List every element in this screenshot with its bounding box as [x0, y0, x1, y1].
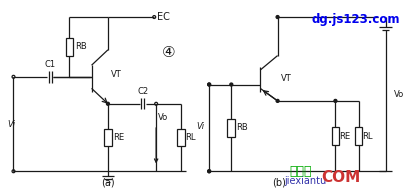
Text: ④: ④: [162, 45, 176, 60]
Text: (b): (b): [273, 178, 286, 188]
Text: Vi: Vi: [196, 122, 204, 131]
Bar: [227, 119, 235, 137]
Text: RB: RB: [236, 123, 248, 132]
Text: EC: EC: [157, 12, 170, 22]
Bar: [177, 129, 185, 146]
Bar: [355, 127, 362, 145]
Text: Vo: Vo: [394, 90, 404, 99]
Text: RL: RL: [185, 133, 196, 142]
Text: RE: RE: [113, 133, 124, 142]
Bar: [332, 127, 339, 145]
Text: C1: C1: [45, 60, 56, 69]
Text: (a): (a): [101, 178, 115, 188]
Text: 接线图: 接线图: [289, 165, 311, 178]
Circle shape: [106, 102, 109, 105]
Bar: [65, 38, 73, 56]
Circle shape: [208, 170, 211, 173]
Bar: [104, 129, 112, 146]
Circle shape: [334, 99, 337, 102]
Circle shape: [230, 83, 233, 86]
Circle shape: [208, 83, 211, 86]
Text: VT: VT: [281, 74, 291, 83]
Text: VT: VT: [111, 70, 122, 79]
Text: C2: C2: [137, 87, 148, 96]
Text: RE: RE: [339, 132, 350, 141]
Text: dg.js123.com: dg.js123.com: [311, 13, 400, 26]
Text: jiexiantu: jiexiantu: [284, 176, 327, 186]
Text: RL: RL: [362, 132, 373, 141]
Circle shape: [276, 99, 279, 102]
Circle shape: [276, 16, 279, 18]
Text: Vo: Vo: [158, 113, 168, 122]
Text: RB: RB: [75, 42, 87, 51]
Text: Vi: Vi: [8, 121, 15, 130]
Text: COM: COM: [321, 170, 360, 185]
